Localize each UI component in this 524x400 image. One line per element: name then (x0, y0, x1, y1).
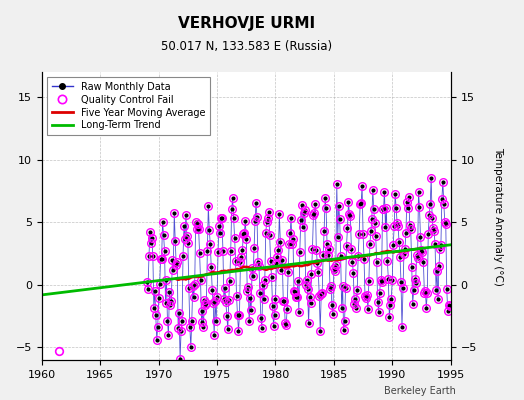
Text: 50.017 N, 133.583 E (Russia): 50.017 N, 133.583 E (Russia) (161, 40, 332, 53)
Text: Berkeley Earth: Berkeley Earth (384, 386, 456, 396)
Y-axis label: Temperature Anomaly (°C): Temperature Anomaly (°C) (494, 146, 504, 286)
Legend: Raw Monthly Data, Quality Control Fail, Five Year Moving Average, Long-Term Tren: Raw Monthly Data, Quality Control Fail, … (47, 77, 210, 135)
Text: VERHOVJE URMI: VERHOVJE URMI (178, 16, 315, 31)
